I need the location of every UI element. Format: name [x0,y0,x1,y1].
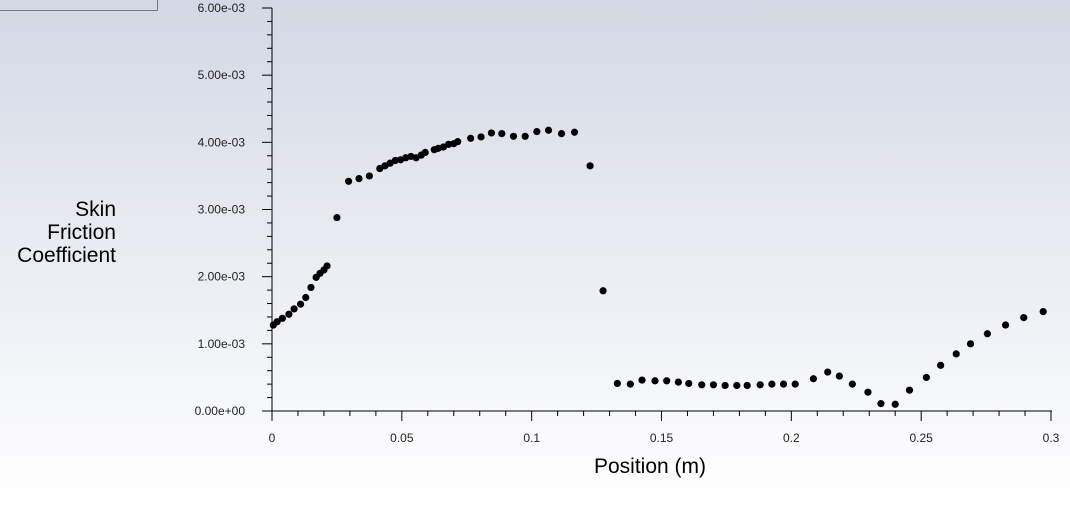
data-point [477,133,485,141]
data-point [599,287,607,295]
data-point [922,373,930,382]
data-point [345,177,353,185]
data-point [721,381,729,390]
y-axis-label-line-1: Skin [75,198,116,221]
x-tick-label: 0.3 [1043,431,1060,445]
data-point [848,380,856,388]
y-tick-label: 2.00e-03 [198,270,246,284]
data-point [733,381,741,390]
y-tick-label: 0.00e+00 [195,404,246,418]
x-tick-label: 0.05 [390,431,414,445]
data-point [864,388,872,396]
data-point [421,148,429,157]
data-point [651,377,659,385]
data-point [533,127,541,136]
data-point [296,300,305,308]
data-point [952,350,960,358]
data-point [302,293,310,302]
ticks: 0.00e+00 1.00e-03 2.00e-03 3.00e-03 4.00e-03… [195,1,1060,445]
data-point [983,330,991,338]
data-point [1001,321,1010,329]
data-point [638,376,646,384]
data-point [467,134,475,142]
data-point [613,379,621,388]
data-point [285,310,293,318]
data-point [323,262,331,270]
data-point [709,381,718,389]
data-point [509,132,518,140]
data-point [685,379,693,388]
data-point [824,368,832,376]
x-tick-label: 0.1 [523,431,540,445]
legend-box [0,0,158,11]
data-point [626,380,634,388]
data-point [290,305,298,313]
data-point [756,381,764,389]
data-point [663,377,671,385]
data-point [273,318,281,326]
data-point [937,361,945,369]
y-axis-label: Skin Friction Coefficient [0,198,116,267]
data-point [1039,307,1047,316]
data-point [791,380,799,388]
data-point [891,400,899,408]
data-points [269,126,1047,408]
data-point [877,400,885,408]
data-point [586,162,594,170]
x-axis-label: Position (m) [594,455,707,478]
data-point [307,283,315,292]
data-point [1020,314,1028,322]
data-point [333,213,341,222]
y-axis-label-line-2: Friction [47,221,116,244]
y-axis-label-line-3: Coefficient [17,244,116,267]
data-point [779,380,788,388]
data-point [557,130,566,138]
x-tick-label: 0.25 [909,431,933,445]
data-point [698,381,706,389]
data-point [365,172,373,180]
x-tick-label: 0.2 [783,431,800,445]
data-point [743,381,751,390]
data-point [768,380,776,388]
data-point [674,378,682,386]
x-tick-label: 0.15 [650,431,674,445]
x-tick-label: 0 [269,431,276,445]
y-tick-label: 4.00e-03 [198,135,246,149]
data-point [966,340,975,348]
data-point [905,386,914,394]
y-tick-label: 6.00e-03 [198,1,246,15]
data-point [544,126,553,134]
y-tick-label: 1.00e-03 [198,337,246,351]
axes [271,8,1052,412]
data-point [521,132,529,140]
data-point [498,130,506,138]
data-point [570,128,579,136]
data-point [487,129,496,137]
data-point [809,375,818,383]
data-point [835,372,843,380]
data-point [355,175,363,183]
data-point [278,314,286,322]
y-tick-label: 3.00e-03 [198,203,246,217]
y-tick-label: 5.00e-03 [198,68,246,82]
data-point [454,138,462,146]
